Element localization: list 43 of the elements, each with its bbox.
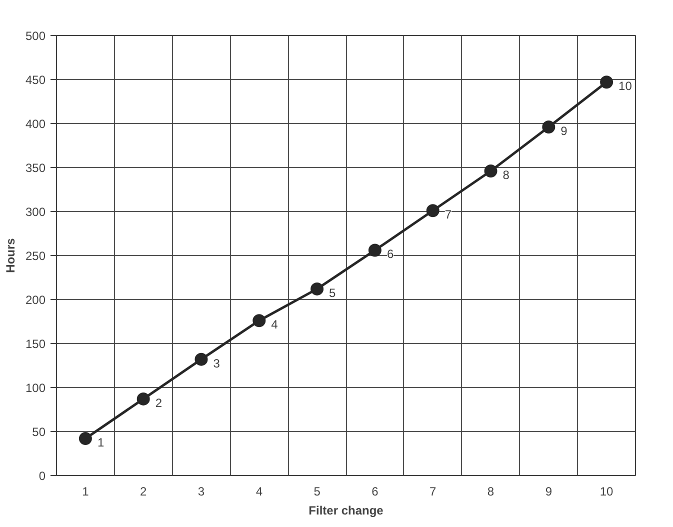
annotation: 9	[560, 124, 568, 138]
x-tick-label: 1	[82, 484, 90, 498]
y-tick-label: 100	[25, 381, 46, 395]
x-tick-label: 5	[314, 484, 321, 498]
point	[78, 432, 92, 446]
annotation: 10	[618, 79, 632, 94]
x-tick-label: 8	[487, 484, 494, 498]
annotation: 1	[97, 436, 104, 450]
x-tick-label: 9	[545, 484, 552, 498]
y-tick-label: 300	[25, 205, 46, 219]
point	[600, 76, 614, 89]
y-tick-label: 250	[25, 249, 46, 263]
point	[252, 314, 266, 328]
annotation: 5	[329, 286, 336, 300]
point	[426, 204, 440, 218]
point	[194, 352, 208, 366]
point	[368, 244, 382, 257]
annotation: 2	[155, 396, 162, 410]
annotation: 8	[502, 168, 510, 182]
y-tick-label: 200	[25, 293, 46, 307]
annotation: 6	[386, 247, 394, 262]
y-tick-label: 150	[25, 337, 46, 351]
y-tick-label: 500	[25, 29, 46, 43]
annotation: 4	[271, 318, 278, 332]
y-tick-label: 400	[25, 117, 46, 131]
x-tick-label: 4	[256, 484, 263, 498]
x-tick-label: 7	[430, 484, 437, 498]
point	[484, 164, 498, 178]
x-tick-label: 2	[140, 484, 148, 498]
point	[310, 282, 324, 296]
x-tick-label: 6	[372, 484, 379, 498]
x-axis-title: Filter change	[308, 504, 384, 518]
y-tick-label: 450	[25, 73, 46, 87]
point	[542, 120, 556, 134]
x-tick-label: 10	[600, 484, 614, 498]
annotation: 3	[213, 356, 220, 370]
y-axis-title: Hours	[3, 238, 18, 273]
y-tick-label: 0	[38, 469, 46, 483]
annotation: 7	[444, 208, 452, 222]
point	[136, 392, 150, 406]
y-tick-label: 50	[32, 425, 46, 439]
x-tick-label: 3	[198, 484, 205, 498]
y-tick-label: 350	[25, 161, 46, 175]
